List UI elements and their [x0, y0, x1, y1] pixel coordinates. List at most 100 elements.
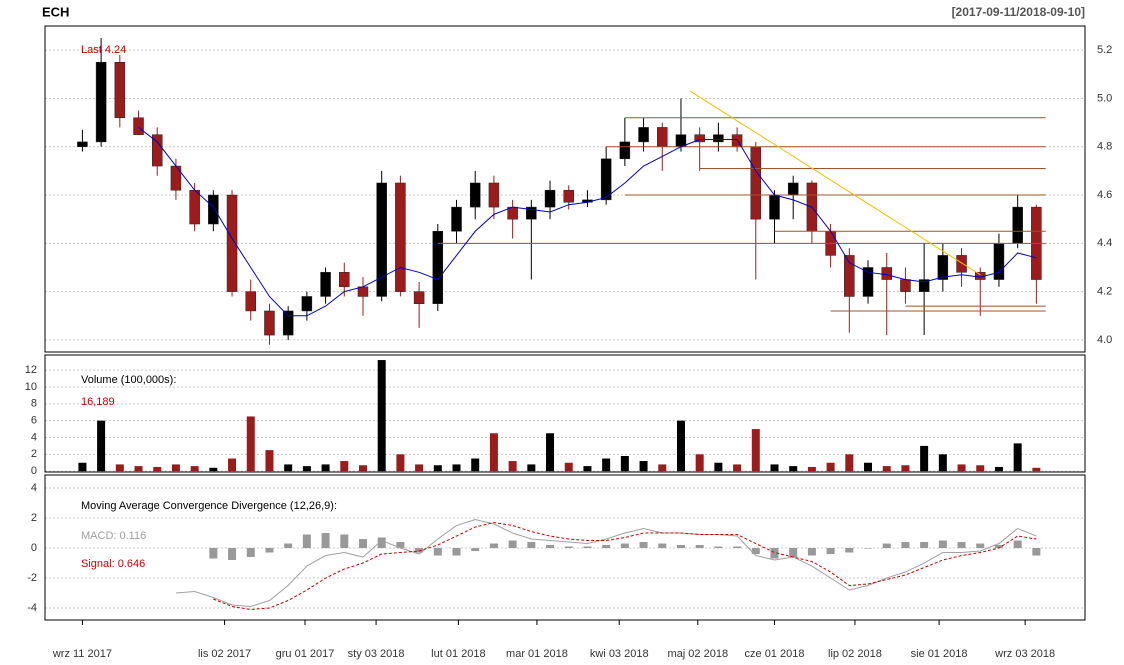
volume-bar — [190, 466, 199, 472]
volume-bar — [265, 450, 274, 472]
x-tick-label: lis 02 2017 — [198, 648, 251, 660]
candle-body — [862, 267, 874, 297]
volume-bar — [620, 456, 629, 472]
candle-body — [339, 272, 350, 288]
y-tick-label: 4.0 — [1097, 334, 1112, 346]
y-tick-label: 4 — [31, 431, 37, 443]
macd-line — [213, 522, 1037, 611]
x-tick-label: kwi 03 2018 — [590, 648, 649, 660]
candle-body — [432, 231, 444, 304]
macd-title: Moving Average Convergence Divergence (1… — [81, 500, 337, 512]
y-tick-label: 4.8 — [1097, 141, 1112, 153]
candle-body — [937, 255, 949, 280]
candle-body — [376, 182, 387, 297]
volume-bar — [209, 467, 218, 472]
volume-bar — [228, 458, 237, 472]
y-tick-label: -2 — [27, 572, 37, 584]
candle-body — [301, 296, 313, 312]
volume-bar — [115, 464, 124, 472]
volume-bar — [284, 464, 293, 472]
histogram-bar — [807, 548, 816, 556]
volume-bar — [938, 454, 947, 472]
volume-bar — [994, 466, 1003, 472]
volume-bar — [78, 462, 87, 472]
histogram-bar — [864, 548, 873, 549]
candle-body — [956, 255, 967, 273]
candle-body — [245, 291, 257, 312]
histogram-bar — [228, 548, 237, 561]
histogram-bar — [714, 546, 723, 549]
last-price: Last 4.24 — [81, 44, 126, 56]
volume-bar — [321, 464, 330, 472]
y-tick-label: 8 — [31, 398, 37, 410]
histogram-bar — [1032, 548, 1041, 556]
histogram-bar — [452, 548, 461, 556]
volume-bar — [714, 462, 723, 472]
candle-body — [189, 189, 200, 225]
histogram-bar — [920, 542, 929, 549]
histogram-bar — [695, 545, 704, 549]
histogram-bar — [826, 548, 835, 555]
candle-body — [264, 310, 275, 336]
volume-bar — [733, 464, 742, 472]
volume-bar — [826, 462, 835, 472]
volume-bar — [1013, 443, 1022, 472]
volume-bar — [415, 464, 424, 472]
candle-body — [900, 279, 911, 292]
candle-body — [488, 182, 500, 208]
candle-body — [638, 127, 649, 143]
volume-bar — [546, 433, 555, 472]
volume-bar — [358, 465, 367, 472]
histogram-bar — [976, 543, 985, 549]
candle-body — [320, 272, 331, 297]
date-range: [2017-09-11/2018-09-10] — [952, 5, 1085, 19]
volume-bar — [377, 360, 386, 472]
volume-bar — [302, 466, 311, 472]
y-tick-label: 4.2 — [1097, 286, 1112, 298]
x-tick-label: wrz 11 2017 — [52, 648, 112, 660]
histogram-bar — [957, 542, 966, 549]
histogram-bar — [377, 537, 386, 549]
histogram-bar — [733, 546, 742, 549]
candle-body — [844, 255, 855, 297]
volume-bar — [920, 445, 929, 472]
x-tick-label: lut 01 2018 — [431, 648, 485, 660]
candle-body — [282, 310, 294, 336]
histogram-bar — [994, 545, 1003, 549]
candle-body — [713, 134, 724, 143]
histogram-bar — [433, 548, 442, 556]
histogram-bar — [882, 543, 891, 549]
histogram-bar — [415, 548, 424, 553]
histogram-bar — [265, 548, 274, 553]
chart-title: ECH — [42, 4, 69, 19]
candle-body — [657, 127, 668, 147]
histogram-bar — [340, 534, 349, 549]
y-tick-label: 5.0 — [1097, 92, 1112, 104]
histogram-bar — [845, 548, 854, 553]
candle-body — [151, 134, 163, 167]
volume-bar — [433, 465, 442, 472]
sma-line — [138, 127, 1037, 317]
volume-title: Volume (100,000s): — [81, 374, 176, 386]
histogram-bar — [901, 542, 910, 549]
volume-bar — [882, 466, 891, 472]
legend-label: Signal: 0.646 — [81, 558, 145, 570]
volume-bar — [340, 461, 349, 472]
histogram-bar — [1013, 540, 1022, 549]
histogram-bar — [321, 533, 330, 549]
candle-body — [413, 291, 425, 304]
x-tick-label: gru 01 2017 — [276, 648, 335, 660]
candle-body — [395, 182, 406, 292]
candle-body — [526, 206, 537, 220]
volume-bar — [471, 458, 480, 472]
x-tick-label: wrz 03 2018 — [994, 648, 1055, 660]
volume-bar — [97, 420, 106, 472]
histogram-bar — [527, 542, 536, 549]
y-tick-label: 4.6 — [1097, 189, 1112, 201]
volume-bar — [134, 466, 143, 472]
histogram-bar — [676, 545, 685, 549]
candle-body — [451, 206, 462, 232]
histogram-bar — [489, 543, 498, 549]
panel-frame — [44, 354, 1086, 473]
